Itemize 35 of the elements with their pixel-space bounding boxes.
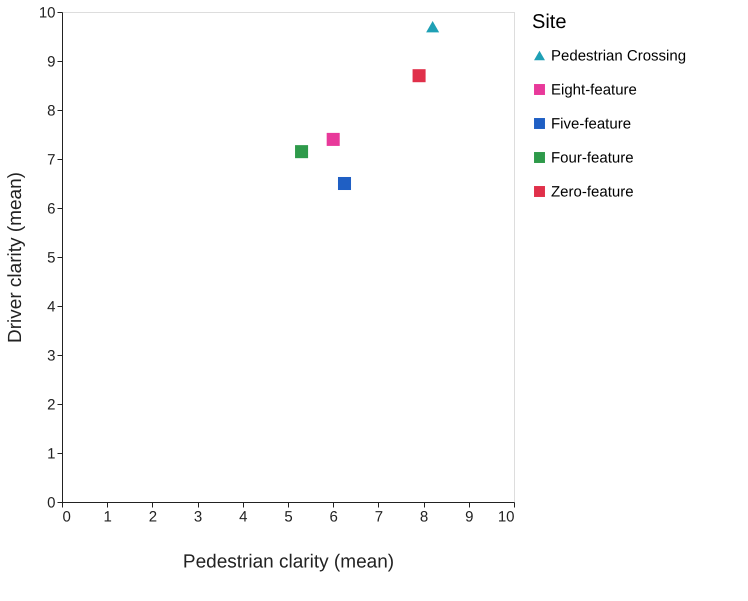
- y-tick-label: 7: [47, 152, 56, 168]
- y-tick-label: 6: [47, 200, 56, 218]
- y-tick-label: 1: [47, 446, 56, 462]
- y-tick-label: 3: [47, 348, 56, 364]
- point: [426, 21, 440, 32]
- x-axis-title: Pedestrian clarity (mean): [182, 552, 394, 572]
- legend-label: Eight-feature: [551, 82, 637, 98]
- y-tick-label: 10: [38, 4, 56, 22]
- legend-title: Site: [532, 11, 566, 33]
- x-tick-label: 1: [104, 508, 112, 526]
- x-tick-label: 10: [498, 508, 514, 526]
- y-tick-label: 2: [47, 396, 56, 414]
- x-tick-label: 8: [420, 508, 428, 526]
- x-tick-label: 6: [330, 508, 338, 526]
- x-tick-label: 5: [284, 508, 293, 526]
- y-tick-label: 9: [47, 54, 56, 70]
- x-tick-label: 7: [374, 508, 384, 526]
- point: [412, 69, 426, 82]
- legend-label: Zero-feature: [551, 184, 634, 200]
- y-axis-title: Driver clarity (mean): [4, 172, 26, 344]
- legend-label: Five-feature: [551, 116, 632, 132]
- point: [326, 132, 340, 146]
- legend-label: Pedestrian Crossing: [551, 48, 686, 64]
- y-tick-label: 5: [47, 250, 56, 266]
- x-tick-label: 0: [62, 508, 71, 526]
- point: [295, 145, 308, 158]
- point: [338, 176, 352, 190]
- y-tick-label: 0: [47, 494, 56, 512]
- x-tick-label: 2: [148, 508, 158, 526]
- y-tick-label: 4: [47, 298, 56, 316]
- y-tick-label: 8: [47, 102, 56, 120]
- x-tick-label: 9: [465, 508, 474, 526]
- legend-label: Four-feature: [551, 150, 634, 166]
- x-tick-label: 4: [239, 508, 248, 526]
- x-tick-label: 3: [194, 508, 202, 526]
